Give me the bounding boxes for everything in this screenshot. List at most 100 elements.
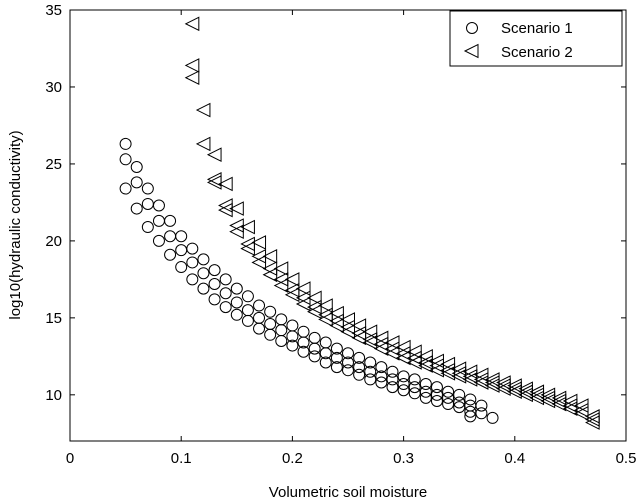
scenario-2-point: [195, 136, 211, 152]
scenario-2-point: [240, 236, 255, 252]
scenario-1-point: [464, 405, 477, 418]
scenario-2-point: [340, 312, 355, 327]
scenario-2-point: [440, 365, 456, 381]
x-tick-label: 0.3: [393, 450, 414, 467]
scenario-2-point: [507, 384, 522, 400]
scenario-1-point: [308, 331, 321, 344]
scenario-2-point: [351, 330, 367, 346]
scenario-2-point: [484, 378, 500, 393]
scenario-2-point: [218, 176, 233, 192]
scenario-2-point: [573, 405, 589, 421]
scenario-1-point: [442, 398, 455, 411]
scenario-1-point: [397, 370, 410, 383]
scenario-1-point: [175, 261, 188, 274]
scenario-1-point: [475, 407, 488, 420]
scenario-2-point: [273, 261, 289, 276]
scenario-2-point: [295, 281, 311, 296]
scenario-1-point: [353, 351, 366, 364]
scenario-1-point: [419, 378, 432, 391]
scenario-1-point: [286, 339, 299, 352]
scenario-1-point: [464, 410, 477, 423]
legend-label-scenario-1: Scenario 1: [501, 20, 573, 37]
scenario-1-point: [286, 319, 299, 332]
scenario-1-point: [197, 282, 210, 295]
scenario-2-point: [295, 296, 311, 312]
scenario-2-point: [329, 318, 344, 333]
scenario-1-point: [141, 182, 154, 195]
scenario-1-point: [219, 273, 232, 286]
scenario-1-point: [430, 388, 443, 401]
scenario-1-point: [353, 361, 366, 374]
scenario-1-point: [342, 364, 354, 377]
scenario-1-point: [130, 176, 143, 189]
scenario-1-point: [208, 264, 221, 277]
scenario-1-point: [386, 373, 399, 386]
scenario-1-point: [241, 290, 254, 303]
scenario-1-point: [419, 391, 432, 404]
scenario-1-point: [253, 322, 266, 335]
scenario-1-point: [253, 299, 266, 312]
scenario-1-point: [241, 304, 254, 317]
scenario-1-point: [164, 214, 177, 227]
scenario-1-point: [364, 373, 377, 386]
scenario-1-point: [164, 248, 177, 261]
scenario-1-point: [397, 378, 410, 391]
scenario-1-point: [264, 305, 277, 318]
scenario-2-point: [407, 355, 422, 370]
scenario-1-point: [308, 342, 321, 355]
scenario-1-point: [152, 214, 165, 227]
scenario-1-point: [230, 296, 243, 309]
scenario-1-point: [364, 356, 377, 369]
scenario-1-point: [475, 399, 488, 412]
scenario-1-point: [397, 384, 410, 397]
scenario-2-point: [218, 202, 233, 218]
scenario-1-point: [464, 399, 477, 412]
x-tick-label: 0: [66, 450, 74, 467]
scenario-1-point: [319, 347, 332, 360]
scenario-2-point: [206, 147, 222, 163]
y-axis-label: log10(hydraulic conductivity): [7, 130, 24, 319]
scenario-1-point: [442, 385, 455, 398]
scenario-2-point: [551, 396, 567, 412]
scenario-1-point: [408, 373, 421, 386]
scenario-2-point: [195, 102, 211, 118]
scenario-2-point: [473, 375, 489, 390]
scenario-2-point: [262, 267, 278, 283]
y-tick-label: 20: [45, 233, 62, 250]
plot-area: 0 0.1 0.2 0.3 0.4 0.5 10 15 20 25 30 35: [45, 2, 636, 467]
scenario-1-point: [386, 381, 399, 394]
scenario-2-point: [340, 324, 355, 340]
x-tick-label: 0.5: [616, 450, 637, 467]
scenario-2-point: [462, 372, 478, 387]
plot-frame: [69, 9, 627, 442]
scenario-2-point: [240, 241, 255, 256]
scenario-2-point: [373, 341, 389, 356]
y-tick-label: 15: [45, 310, 62, 327]
scenario-1-point: [186, 242, 199, 255]
scenario-1-point: [119, 153, 132, 166]
scenario-1-point: [364, 365, 377, 378]
y-tick-label: 35: [45, 2, 62, 19]
scenario-2-point: [585, 415, 600, 430]
scenario-1-point: [430, 394, 443, 407]
scenario-2-point: [318, 312, 333, 327]
scenario-2-point: [229, 201, 244, 216]
scenario-1-point: [130, 202, 143, 215]
scenario-2-point: [318, 298, 333, 313]
scenario-2-point: [384, 345, 400, 361]
scenario-2-point: [284, 287, 300, 303]
scenario-1-point: [353, 368, 366, 381]
scenario-2-point: [184, 58, 200, 73]
scenario-1-point: [230, 282, 243, 295]
scenario-2-point: [562, 401, 578, 416]
scenario-2-point: [273, 278, 289, 293]
scenario-1-point: [152, 234, 165, 247]
scenario-1-point: [386, 365, 399, 378]
y-axis: 10 15 20 25 30 35: [45, 2, 626, 404]
scenario-1-point: [219, 287, 232, 300]
scenario-1-point: [375, 376, 388, 389]
scenario-1-point: [375, 370, 388, 383]
scenario-1-point: [297, 345, 310, 358]
scenario-1-point: [308, 350, 321, 363]
